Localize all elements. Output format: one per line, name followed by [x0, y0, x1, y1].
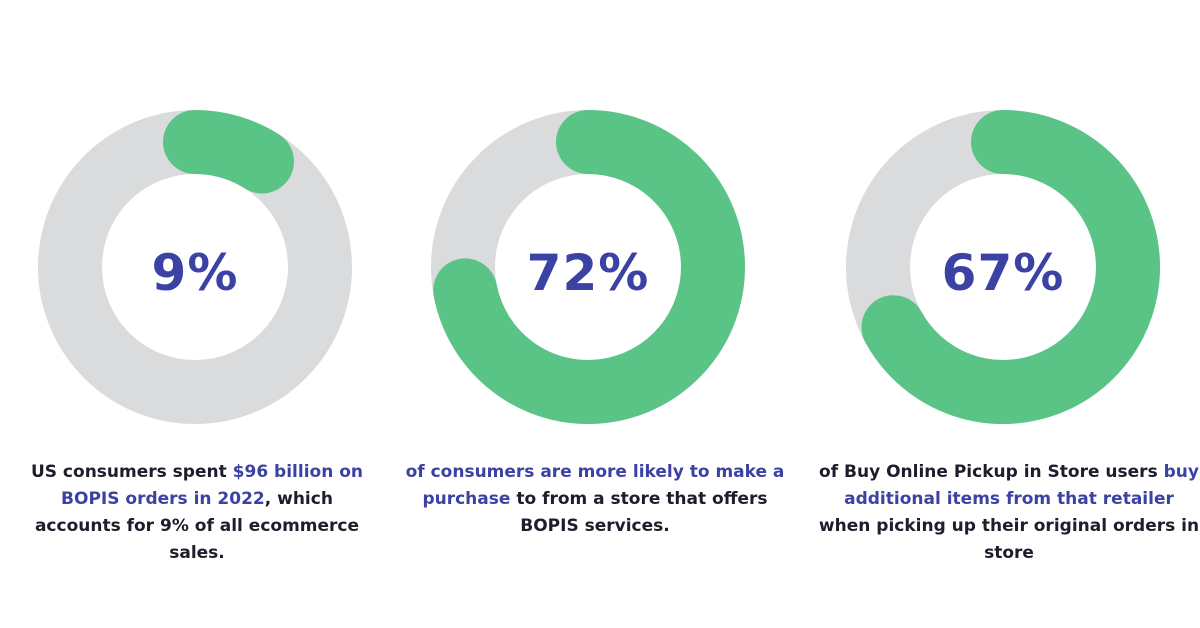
- donut-svg-3: [846, 110, 1160, 424]
- donut-chart-2: 72%: [431, 110, 745, 424]
- donut-chart-1: 9%: [38, 110, 352, 424]
- stat-card-2: 72% of consumers are more likely to make…: [400, 0, 800, 628]
- caption-text: to from a store that offers BOPIS servic…: [510, 489, 768, 536]
- donut-value-arc: [433, 110, 745, 424]
- stat-card-1: 9% US consumers spent $96 billion on BOP…: [0, 0, 400, 628]
- caption-highlight: of consumers are more likely to make a p…: [405, 462, 785, 509]
- caption-text: of Buy Online Pickup in Store users: [819, 462, 1164, 482]
- caption-highlight: $96 billion on BOPIS orders in 2022: [61, 462, 364, 509]
- caption-highlight: buy additional items from that retailer: [844, 462, 1199, 509]
- caption-text: , which accounts for 9% of all ecommerce…: [34, 489, 360, 563]
- donut-svg-1: [38, 110, 352, 424]
- percent-value: 9%: [151, 244, 239, 302]
- percent-value: 67%: [941, 244, 1065, 302]
- percent-value: 72%: [526, 244, 650, 302]
- donut-value-arc: [861, 110, 1160, 424]
- stat-card-3: 67% of Buy Online Pickup in Store users …: [800, 0, 1200, 628]
- caption-1: US consumers spent $96 billion on BOPIS …: [22, 459, 372, 567]
- donut-svg-2: [431, 110, 745, 424]
- donut-chart-3: 67%: [846, 110, 1160, 424]
- caption-text: US consumers spent: [30, 462, 233, 482]
- caption-text: when picking up their original orders in…: [818, 516, 1200, 563]
- donut-value-arc: [163, 110, 294, 194]
- caption-3: of Buy Online Pickup in Store users buy …: [818, 459, 1200, 567]
- caption-2: of consumers are more likely to make a p…: [405, 459, 785, 540]
